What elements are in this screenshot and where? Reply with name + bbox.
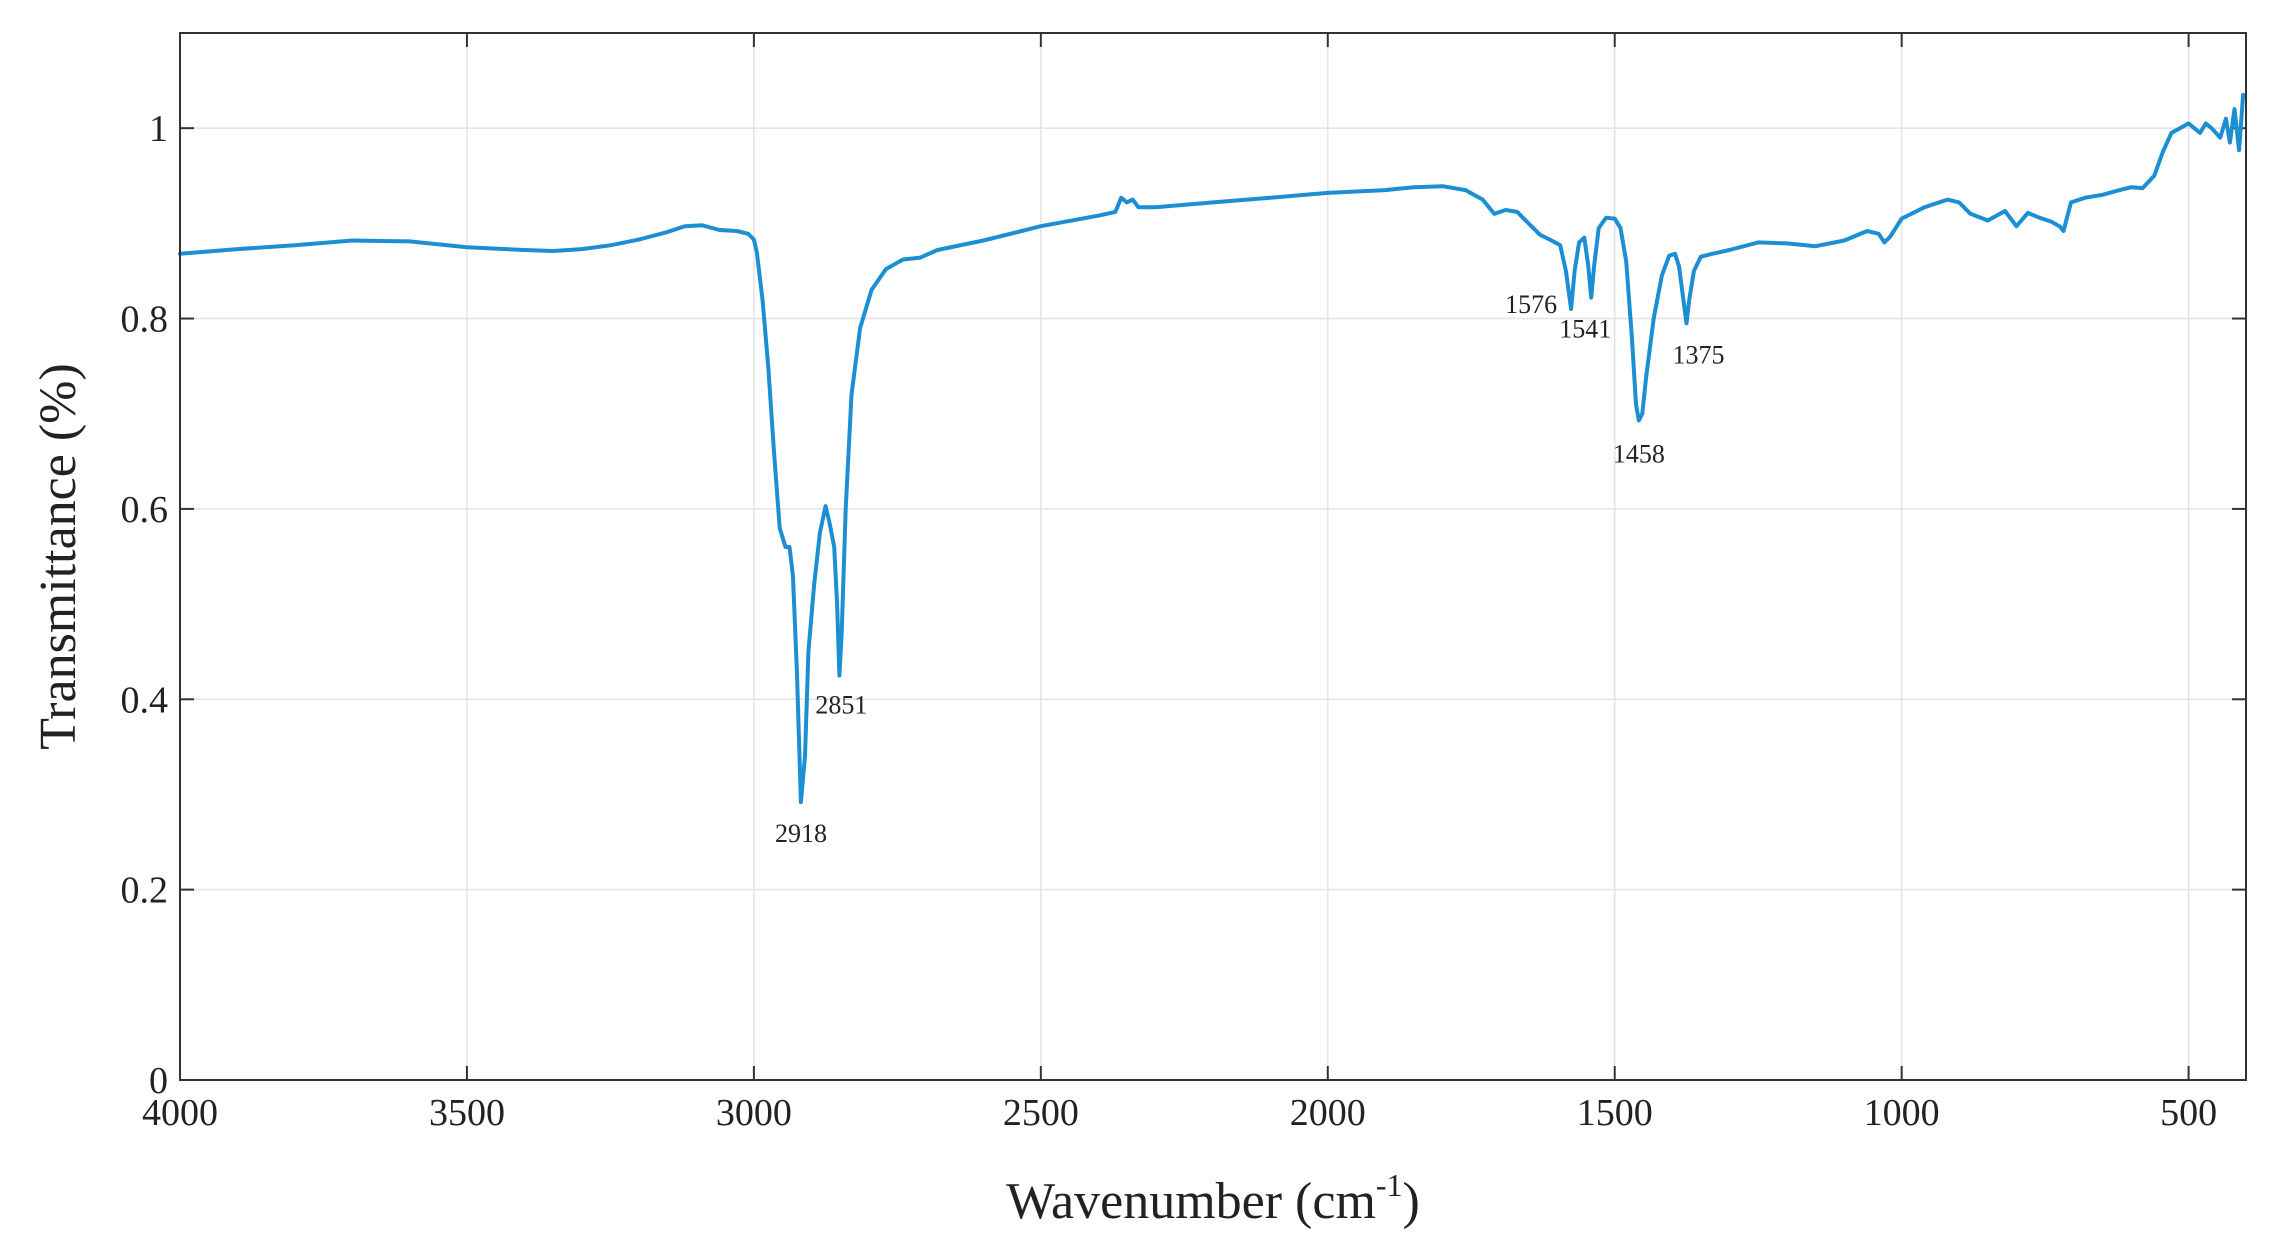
axis-ticks (179, 33, 2246, 1081)
y-tick-label: 1 (149, 108, 168, 150)
x-tick-label: 2500 (1003, 1092, 1079, 1134)
x-tick-labels: 4000 3500 3000 2500 2000 1500 1000 500 (142, 1092, 2217, 1134)
x-tick-label: 500 (2160, 1092, 2217, 1134)
x-tick-label: 1000 (1864, 1092, 1940, 1134)
y-tick-label: 0.6 (121, 489, 169, 531)
x-tick-label: 3000 (716, 1092, 792, 1134)
plot-frame (179, 32, 2247, 1081)
peak-label: 1375 (1672, 340, 1724, 369)
x-tick-label: 4000 (142, 1092, 218, 1134)
peak-label: 2918 (775, 819, 827, 848)
grid-lines (179, 33, 2246, 1081)
y-tick-label: 0.2 (121, 870, 169, 912)
peak-label: 2851 (815, 690, 867, 719)
peak-label: 1576 (1505, 290, 1557, 319)
y-tick-labels: 0 0.2 0.4 0.6 0.8 1 (121, 108, 169, 1102)
y-tick-label: 0.4 (121, 679, 169, 721)
x-tick-label: 2000 (1290, 1092, 1366, 1134)
y-tick-label: 0 (149, 1060, 168, 1102)
peak-label: 1541 (1559, 315, 1611, 344)
x-tick-label: 3500 (429, 1092, 505, 1134)
y-tick-label: 0.8 (121, 299, 169, 341)
x-axis-title: Wavenumber (cm-1) (1006, 1167, 1420, 1230)
peak-label: 1458 (1613, 439, 1665, 468)
transmittance-series-line (178, 92, 2246, 805)
y-axis-title: Transmittance (%) (30, 363, 87, 750)
x-tick-label: 1500 (1577, 1092, 1653, 1134)
